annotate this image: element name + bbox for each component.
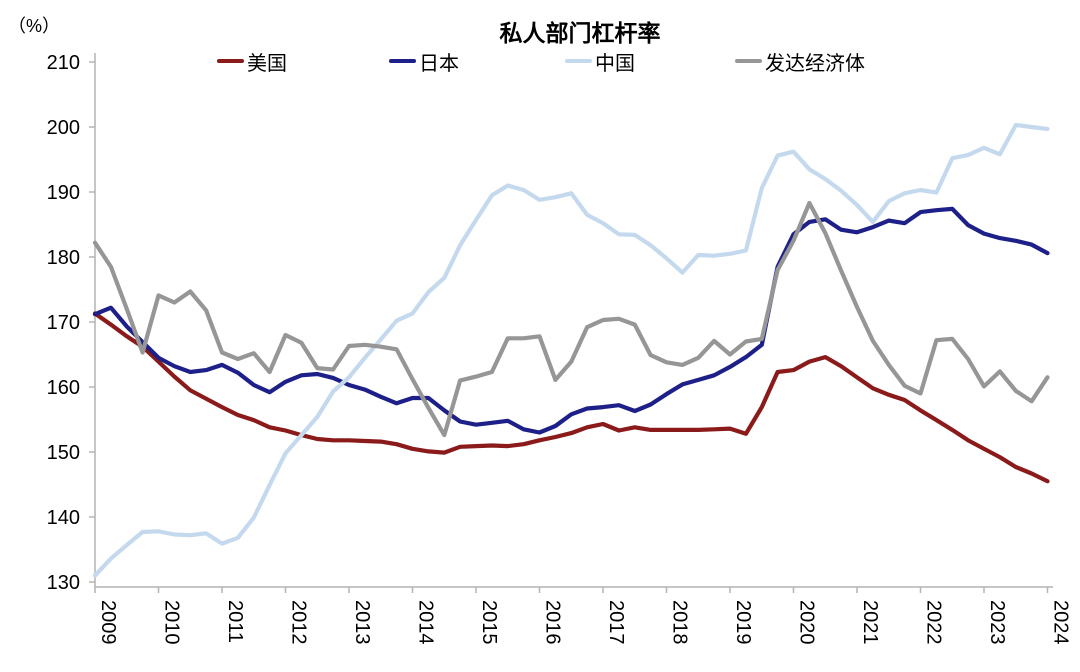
y-tick-label: 210 [47, 52, 80, 74]
legend-swatch-china [565, 58, 592, 64]
legend-label-developed: 发达经济体 [765, 52, 865, 75]
legend-label-us: 美国 [247, 52, 287, 75]
y-tick-label: 170 [47, 312, 80, 334]
x-tick-label: 2020 [796, 600, 818, 645]
legend-swatch-developed [735, 58, 762, 64]
legend-label-china: 中国 [595, 52, 635, 75]
x-tick-label: 2022 [923, 600, 945, 645]
y-tick-label: 150 [47, 442, 80, 464]
legend: 美国 日本 中国 发达经济体 [0, 49, 1080, 75]
x-tick-label: 2015 [478, 600, 500, 645]
legend-item-china: 中国 [565, 49, 635, 75]
legend-item-us: 美国 [217, 49, 287, 75]
x-tick-label: 2024 [1050, 600, 1072, 645]
legend-item-japan: 日本 [389, 49, 459, 75]
y-tick-label: 140 [47, 507, 80, 529]
legend-swatch-japan [389, 58, 416, 64]
y-tick-label: 200 [47, 117, 80, 139]
legend-item-developed: 发达经济体 [735, 49, 865, 75]
x-tick-label: 2017 [605, 600, 627, 645]
x-tick-label: 2018 [669, 600, 691, 645]
series-line-china [92, 122, 1050, 578]
y-tick-label: 180 [47, 247, 80, 269]
x-tick-label: 2016 [542, 600, 564, 645]
legend-label-japan: 日本 [419, 52, 459, 75]
chart-title: 私人部门杠杆率 [499, 20, 661, 46]
x-tick-label: 2021 [859, 600, 881, 645]
x-tick-label: 2023 [986, 600, 1008, 645]
x-tick-label: 2019 [732, 600, 754, 645]
x-tick-label: 2011 [224, 600, 246, 643]
y-axis-unit-label: （%） [8, 16, 61, 36]
series-line-japan [92, 206, 1050, 435]
x-tick-label: 2009 [97, 600, 119, 645]
y-tick-label: 160 [47, 377, 80, 399]
series-line-us [92, 311, 1050, 484]
x-tick-label: 2010 [161, 600, 183, 645]
legend-swatch-us [217, 58, 244, 64]
y-tick-label: 130 [47, 572, 80, 594]
x-tick-label: 2014 [415, 600, 437, 645]
y-tick-label: 190 [47, 182, 80, 204]
series-line-developed [92, 200, 1050, 438]
x-tick-label: 2013 [351, 600, 373, 645]
x-tick-label: 2012 [288, 600, 310, 645]
